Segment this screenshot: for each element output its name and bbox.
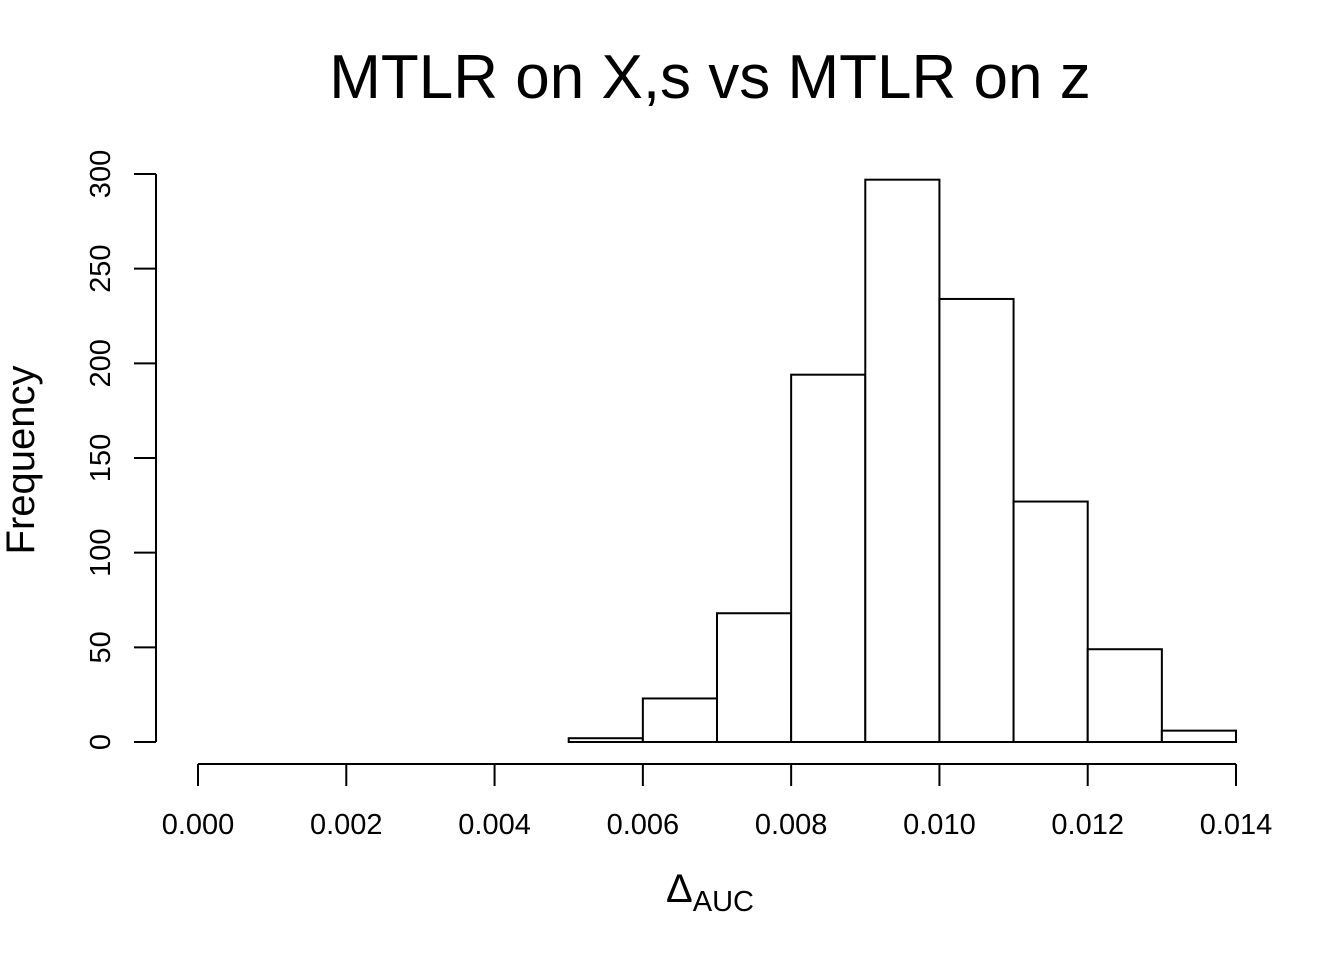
histogram-bar [1012, 500, 1089, 743]
x-tick-label: 0.012 [1051, 809, 1124, 841]
y-tick-label: 250 [85, 244, 117, 292]
histogram-bar [641, 697, 718, 743]
histogram-bar [567, 737, 644, 743]
x-tick-label: 0.006 [607, 809, 680, 841]
histogram-bar [790, 373, 867, 743]
histogram-bar [1160, 729, 1238, 744]
histogram-bar [1086, 648, 1163, 744]
x-tick-label: 0.014 [1200, 809, 1273, 841]
chart-title: MTLR on X,s vs MTLR on z [329, 43, 1090, 112]
x-axis-label-subscript: AUC [693, 886, 754, 918]
y-tick-label: 150 [85, 434, 117, 482]
y-tick-label: 300 [85, 150, 117, 198]
x-axis-label-main: Δ [666, 867, 693, 911]
histogram-bar [864, 178, 941, 743]
x-tick-label: 0.002 [310, 809, 383, 841]
y-axis-label: Frequency [0, 366, 43, 555]
histogram-bar [938, 297, 1015, 743]
y-axis: 0 50 100 150 200 250 300 [85, 150, 157, 750]
y-tick-label: 0 [85, 734, 117, 750]
y-tick-label: 50 [85, 631, 117, 663]
y-tick-label: 100 [85, 528, 117, 576]
x-tick-label: 0.004 [458, 809, 531, 841]
x-axis: 0.000 0.002 0.004 0.006 0.008 0.010 0.012 0.014 [162, 763, 1273, 841]
x-axis-label: ΔAUC [666, 867, 754, 918]
histogram-bar [716, 612, 793, 744]
bars-group [567, 178, 1238, 744]
x-tick-label: 0.010 [903, 809, 976, 841]
y-tick-label: 200 [85, 339, 117, 387]
x-tick-label: 0.008 [755, 809, 828, 841]
x-tick-label: 0.000 [162, 809, 235, 841]
